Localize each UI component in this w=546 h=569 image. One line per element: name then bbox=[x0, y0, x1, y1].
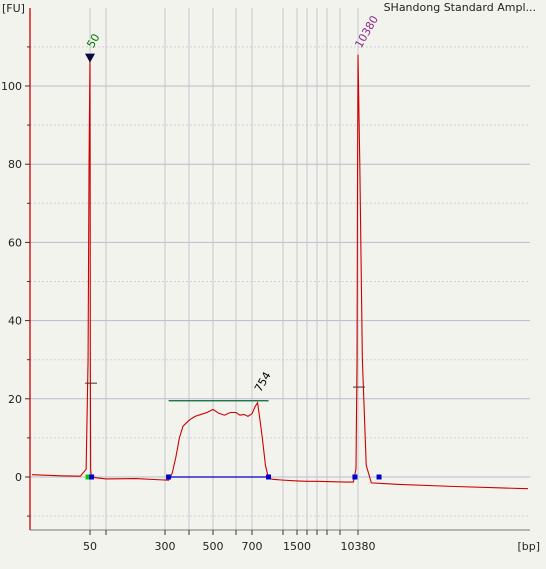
boundary-marker bbox=[352, 474, 358, 480]
x-axis-label: [bp] bbox=[517, 540, 540, 553]
x-tick-label: 700 bbox=[242, 540, 263, 553]
x-tick-label: 50 bbox=[83, 540, 97, 553]
y-tick-label: 20 bbox=[8, 393, 22, 406]
axes: 0 20 40 60 80 100 50 300 500 700 1500 10380 bbox=[1, 8, 530, 553]
x-tick-label: 300 bbox=[155, 540, 176, 553]
boundary-marker bbox=[376, 474, 382, 480]
regions bbox=[85, 382, 365, 478]
y-axis-label: [FU] bbox=[2, 2, 25, 15]
boundary-marker bbox=[89, 474, 95, 480]
series-group bbox=[31, 54, 529, 490]
y-tick-label: 80 bbox=[8, 158, 22, 171]
chart-title: SHandong Standard Ampl... bbox=[384, 1, 536, 14]
boundary-marker bbox=[85, 474, 91, 480]
markers bbox=[85, 474, 382, 480]
peak-label: 50 bbox=[84, 32, 102, 51]
y-tick-label: 60 bbox=[8, 236, 22, 249]
x-tick-label: 10380 bbox=[341, 540, 376, 553]
x-tick-label: 1500 bbox=[283, 540, 311, 553]
series-line bbox=[31, 54, 529, 490]
peak-marker-triangle bbox=[85, 53, 95, 63]
boundary-marker bbox=[266, 474, 272, 480]
y-tick-label: 0 bbox=[15, 471, 22, 484]
boundary-marker bbox=[166, 474, 172, 480]
x-tick-label: 500 bbox=[203, 540, 224, 553]
y-tick-label: 40 bbox=[8, 315, 22, 328]
y-tick-label: 100 bbox=[1, 80, 22, 93]
